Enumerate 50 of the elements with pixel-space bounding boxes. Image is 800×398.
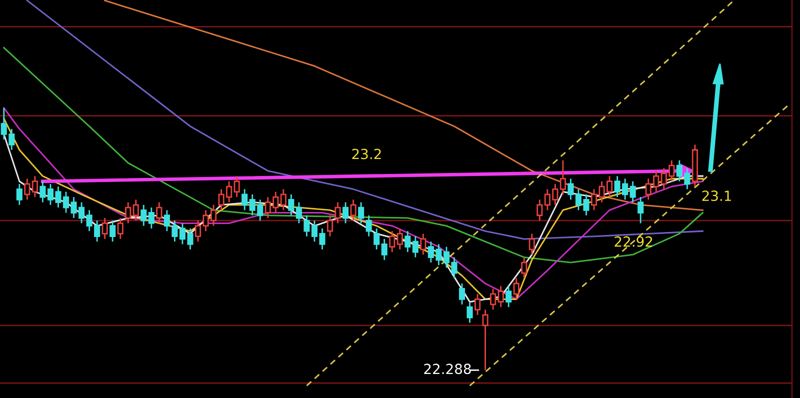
candlestick bbox=[102, 217, 108, 240]
candlestick bbox=[482, 309, 488, 371]
candlestick bbox=[396, 228, 403, 250]
candlestick bbox=[458, 282, 466, 306]
candlestick bbox=[536, 198, 543, 222]
candlestick bbox=[40, 180, 46, 203]
candlestick bbox=[132, 198, 139, 222]
candlestick bbox=[156, 202, 162, 224]
candlestick bbox=[334, 202, 341, 224]
candlestick bbox=[125, 202, 132, 224]
candlestick bbox=[304, 214, 310, 238]
candlestick bbox=[412, 236, 418, 258]
candlestick bbox=[234, 175, 240, 198]
candlestick bbox=[490, 288, 496, 310]
candlestick bbox=[110, 220, 116, 242]
candlestick bbox=[404, 230, 411, 253]
candlestick bbox=[242, 188, 248, 211]
candlestick bbox=[560, 160, 566, 196]
annotation: 22.288 bbox=[424, 364, 471, 374]
candlestick bbox=[506, 285, 512, 308]
candlestick bbox=[148, 206, 154, 230]
candlestick bbox=[528, 233, 535, 256]
candlestick bbox=[117, 217, 124, 240]
candlestick bbox=[513, 278, 520, 300]
candlestick bbox=[16, 183, 22, 206]
candlestick bbox=[350, 198, 356, 222]
candlestick bbox=[521, 256, 528, 279]
candlestick bbox=[638, 196, 644, 224]
candlestick bbox=[568, 178, 574, 200]
candlestick bbox=[374, 228, 380, 250]
candlestick bbox=[381, 238, 388, 261]
annotation: 23.2 bbox=[352, 148, 381, 160]
candlestick bbox=[474, 293, 481, 316]
candlestick bbox=[32, 175, 38, 198]
candlestick bbox=[288, 194, 294, 216]
candlestick bbox=[420, 233, 426, 256]
annotation: 22.92 bbox=[614, 236, 652, 247]
candlestick bbox=[366, 214, 372, 238]
candlestick bbox=[280, 188, 286, 211]
candlestick bbox=[498, 285, 504, 308]
candlestick bbox=[326, 214, 334, 238]
candlestick bbox=[630, 180, 636, 203]
candlestick bbox=[389, 230, 396, 253]
candlestick bbox=[296, 202, 302, 224]
candlestick bbox=[358, 202, 364, 224]
candlestick bbox=[24, 178, 30, 200]
candlestick bbox=[342, 202, 349, 224]
candlestick bbox=[140, 204, 147, 227]
candlestick bbox=[466, 301, 473, 324]
annotation: 23.1 bbox=[702, 190, 731, 202]
